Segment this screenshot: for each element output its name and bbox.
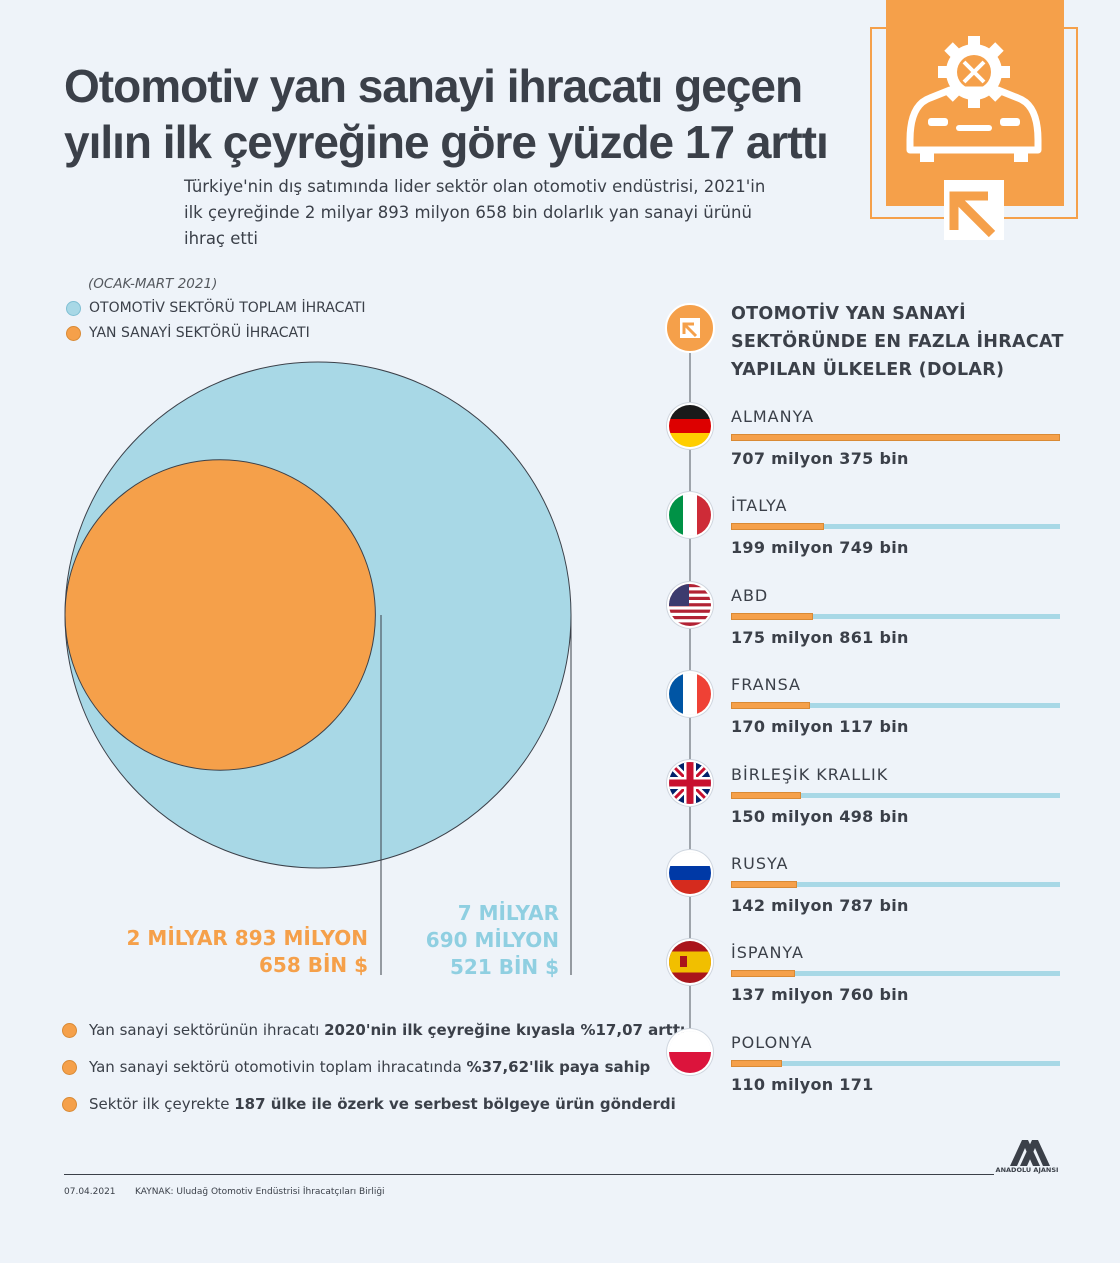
country-value: 199 milyon 749 bin — [731, 538, 909, 558]
bullet-text: Yan sanayi sektörü otomotivin toplam ihr… — [89, 1058, 467, 1076]
logo-text: ANADOLU AJANSI — [995, 1166, 1059, 1174]
country-name: POLONYA — [731, 1032, 813, 1052]
bullet-item: Sektör ilk çeyrekte 187 ülke ile özerk v… — [62, 1095, 676, 1113]
country-name: FRANSA — [731, 675, 801, 695]
total-value-line-1: 7 MİLYAR — [457, 901, 559, 925]
country-name: RUSYA — [731, 854, 789, 873]
flag-poland-icon — [669, 1031, 711, 1073]
export-arrow-icon — [665, 303, 715, 353]
total-value-line-3: 521 BİN $ — [449, 955, 559, 979]
bullet-text: Sektör ilk çeyrekte — [89, 1095, 235, 1113]
footer-divider — [64, 1174, 994, 1175]
bullet-item: Yan sanayi sektörü otomotivin toplam ihr… — [62, 1058, 650, 1076]
bar-track — [731, 971, 1060, 977]
country-name: ABD — [731, 585, 769, 605]
legend-swatch-orange — [66, 325, 81, 341]
footer-date: 07.04.2021 — [64, 1187, 116, 1197]
bar-track — [731, 524, 1060, 530]
bar-value — [731, 612, 813, 620]
page-subtitle: Türkiye'nin dış satımında lider sektör o… — [184, 177, 766, 248]
bullet-dot — [62, 1022, 77, 1038]
bullet-bold: 187 ülke ile özerk ve serbest bölgeye ür… — [234, 1095, 676, 1113]
country-name: ALMANYA — [731, 407, 815, 426]
bullet-dot — [62, 1096, 77, 1112]
bar-track — [731, 882, 1060, 887]
country-value: 142 milyon 787 bin — [731, 896, 909, 915]
sub-value-line-1: 2 MİLYAR 893 MİLYON — [126, 926, 368, 950]
bullet-text: Yan sanayi sektörünün ihracatı — [89, 1021, 325, 1039]
bar-value — [731, 523, 824, 531]
bar-value — [731, 881, 797, 888]
total-value-line-2: 690 MİLYON — [425, 928, 559, 952]
flag-usa-icon — [669, 584, 711, 626]
bullet-dot — [62, 1059, 77, 1075]
legend-label-total: OTOMOTİV SEKTÖRÜ TOPLAM İHRACATI — [89, 300, 366, 316]
flag-italy-icon — [669, 494, 711, 536]
bar-track — [731, 613, 1060, 619]
legend-swatch-blue — [66, 300, 81, 316]
country-value: 110 milyon 171 — [731, 1074, 874, 1094]
bar-track — [731, 792, 1060, 798]
flag-france-icon — [669, 673, 711, 715]
bar-value — [731, 970, 795, 978]
page-title: Otomotiv yan sanayi ihracatı geçen yılın… — [64, 60, 829, 168]
legend-item-sub: YAN SANAYİ SEKTÖRÜ İHRACATI — [66, 325, 310, 341]
bar-track — [731, 1060, 1060, 1066]
car-gear-export-icon — [870, 0, 1078, 240]
flag-spain-icon — [669, 941, 711, 983]
bar-track — [731, 703, 1060, 709]
country-value: 175 milyon 861 bin — [731, 627, 909, 647]
total-value-label: 7 MİLYAR 690 MİLYON 521 BİN $ — [426, 900, 559, 981]
bar-value — [731, 1059, 782, 1067]
footer-source: KAYNAK: Uludağ Otomotiv Endüstrisi İhrac… — [135, 1187, 385, 1197]
bubble-subindustry-export — [64, 459, 376, 771]
ranking-title: OTOMOTİV YAN SANAYİ SEKTÖRÜNDE EN FAZLA … — [731, 304, 1064, 380]
flag-russia-icon — [669, 852, 711, 894]
flag-germany-icon — [669, 405, 711, 447]
country-name: İTALYA — [731, 496, 788, 516]
country-value: 150 milyon 498 bin — [731, 806, 909, 826]
period-label: (OCAK-MART 2021) — [88, 276, 218, 292]
country-value: 707 milyon 375 bin — [731, 449, 909, 468]
legend-item-total: OTOMOTİV SEKTÖRÜ TOPLAM İHRACATI — [66, 300, 366, 316]
bubble-chart — [64, 361, 572, 975]
bar-value — [731, 434, 1060, 441]
bar-value — [731, 791, 801, 799]
flag-uk-icon — [669, 762, 711, 804]
bullet-bold: %37,62'lik paya sahip — [466, 1058, 651, 1076]
country-value: 170 milyon 117 bin — [731, 717, 909, 737]
bullet-bold: 2020'nin ilk çeyreğine kıyasla %17,07 ar… — [324, 1021, 686, 1039]
country-name: BİRLEŞİK KRALLIK — [731, 764, 889, 784]
country-name: İSPANYA — [731, 943, 804, 963]
anadolu-agency-logo-icon — [1010, 1140, 1050, 1166]
sub-value-label: 2 MİLYAR 893 MİLYON 658 BİN $ — [127, 925, 368, 979]
bar-value — [731, 702, 810, 710]
bullet-item: Yan sanayi sektörünün ihracatı 2020'nin … — [62, 1021, 685, 1039]
sub-value-line-2: 658 BİN $ — [258, 953, 368, 977]
country-value: 137 milyon 760 bin — [731, 985, 909, 1005]
legend-label-sub: YAN SANAYİ SEKTÖRÜ İHRACATI — [89, 325, 310, 341]
